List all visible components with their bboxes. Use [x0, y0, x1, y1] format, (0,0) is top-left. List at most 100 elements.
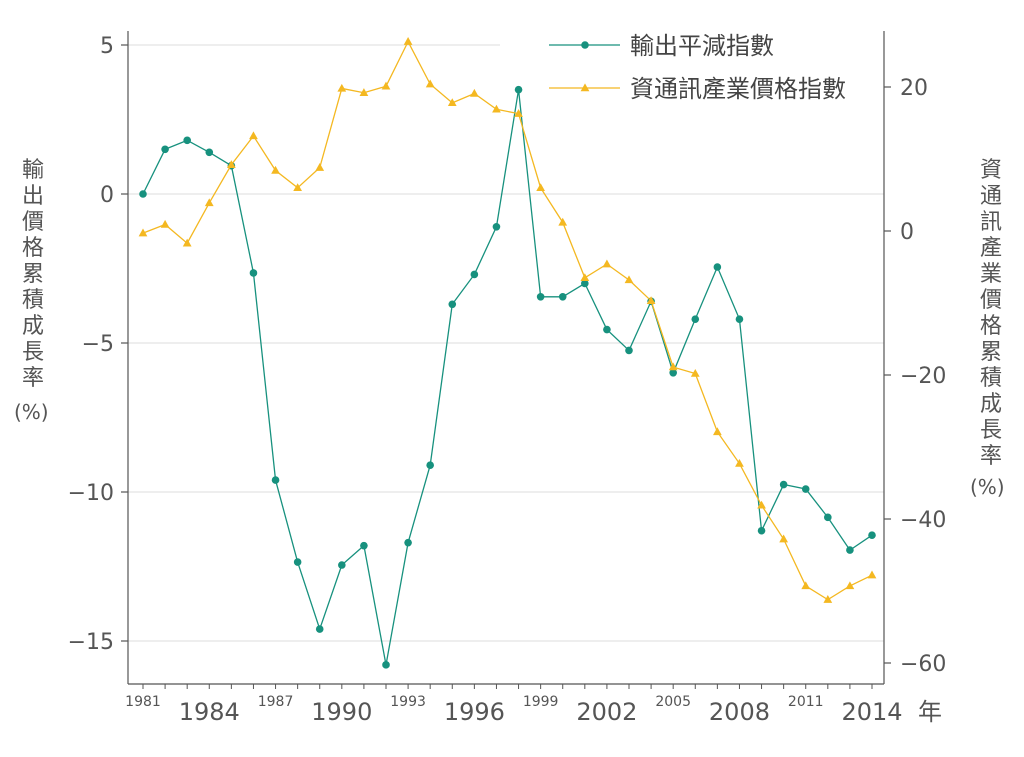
data-point: [337, 83, 347, 92]
right-axis-title: 資通訊產業價格累積成長率: [979, 158, 1002, 469]
data-point: [603, 325, 611, 334]
data-point: [801, 485, 810, 493]
data-point: [779, 480, 788, 489]
x-tick-label-minor: 1981: [125, 694, 161, 710]
left-tick-label: −5: [82, 332, 114, 357]
data-point: [381, 81, 391, 90]
x-tick-label-major: 2014: [841, 698, 902, 726]
data-point: [315, 163, 325, 171]
data-point: [138, 228, 148, 237]
x-axis-unit: 年: [918, 698, 942, 726]
data-point: [867, 570, 877, 579]
data-point: [161, 145, 169, 154]
data-point: [624, 275, 634, 284]
data-point: [646, 296, 656, 305]
data-point: [846, 546, 854, 554]
data-point: [425, 79, 435, 88]
data-point: [360, 541, 368, 550]
left-tick-label: 5: [100, 34, 114, 59]
x-tick-label-minor: 1993: [390, 694, 426, 710]
x-tick-label-major: 1990: [311, 698, 372, 726]
data-point: [249, 131, 258, 140]
data-point: [779, 534, 789, 543]
data-point: [713, 263, 722, 271]
data-point: [492, 104, 501, 113]
data-point: [757, 526, 766, 535]
data-point: [315, 625, 324, 633]
data-point: [447, 98, 457, 107]
right-tick-label: −60: [900, 652, 946, 677]
right-tick-label: 20: [900, 76, 928, 101]
data-point: [293, 183, 303, 192]
x-tick-label-minor: 2005: [655, 694, 691, 710]
data-point: [492, 222, 501, 231]
data-point: [581, 279, 589, 288]
x-tick-label-minor: 1987: [258, 694, 294, 710]
x-tick-label-major: 2008: [709, 698, 770, 726]
data-point: [403, 37, 413, 45]
right-axis-unit: (%): [970, 475, 1005, 499]
right-tick-label: 0: [900, 220, 914, 245]
data-point: [182, 238, 192, 247]
data-point: [668, 362, 678, 371]
x-tick-label-minor: 1999: [523, 694, 559, 710]
x-tick-label-major: 1996: [444, 698, 505, 726]
data-point: [448, 300, 457, 309]
data-point: [226, 160, 236, 168]
legend-marker: [580, 83, 590, 92]
data-point: [469, 88, 479, 97]
data-point: [426, 461, 434, 469]
data-point: [801, 581, 811, 590]
data-point: [536, 183, 546, 192]
data-point: [359, 88, 369, 96]
data-point: [271, 476, 280, 484]
series-line: [142, 89, 873, 665]
data-point: [690, 368, 700, 377]
right-tick-label: −20: [900, 364, 946, 389]
data-point: [183, 136, 191, 145]
data-point: [823, 595, 833, 603]
legend-label: 資通訊產業價格指數: [630, 75, 846, 103]
data-point: [735, 315, 744, 323]
legend-label: 輸出平減指數: [630, 32, 774, 60]
data-point: [404, 538, 412, 547]
data-point: [845, 581, 855, 590]
data-point: [249, 269, 258, 277]
data-point: [757, 500, 766, 509]
data-point: [160, 219, 170, 228]
left-axis-title: 輸出價格累積成長率: [21, 158, 44, 391]
data-point: [558, 217, 568, 226]
data-point: [712, 427, 722, 436]
data-point: [580, 273, 590, 282]
left-tick-label: −15: [68, 630, 114, 655]
data-point: [205, 148, 214, 157]
data-point: [139, 190, 147, 198]
data-point: [382, 661, 390, 669]
data-point: [204, 198, 214, 207]
right-tick-label: −40: [900, 508, 946, 533]
data-point: [868, 531, 876, 540]
data-point: [558, 293, 567, 301]
data-point: [271, 165, 280, 174]
legend-marker: [581, 41, 589, 49]
data-point: [625, 346, 633, 355]
data-point: [470, 270, 479, 279]
data-point: [338, 561, 346, 569]
data-point: [735, 458, 744, 467]
left-axis-unit: (%): [14, 400, 49, 424]
data-point: [691, 315, 700, 323]
series-line: [142, 40, 873, 601]
left-tick-label: 0: [100, 183, 114, 208]
x-tick-label-major: 2002: [576, 698, 637, 726]
data-point: [293, 558, 302, 566]
left-tick-label: −10: [68, 481, 114, 506]
data-point: [536, 293, 545, 301]
data-point: [514, 109, 523, 117]
data-point: [824, 513, 832, 522]
data-point: [602, 259, 612, 268]
data-point: [669, 369, 677, 377]
data-point: [514, 85, 523, 94]
x-tick-label-minor: 2011: [788, 694, 824, 710]
x-tick-label-major: 1984: [179, 698, 240, 726]
